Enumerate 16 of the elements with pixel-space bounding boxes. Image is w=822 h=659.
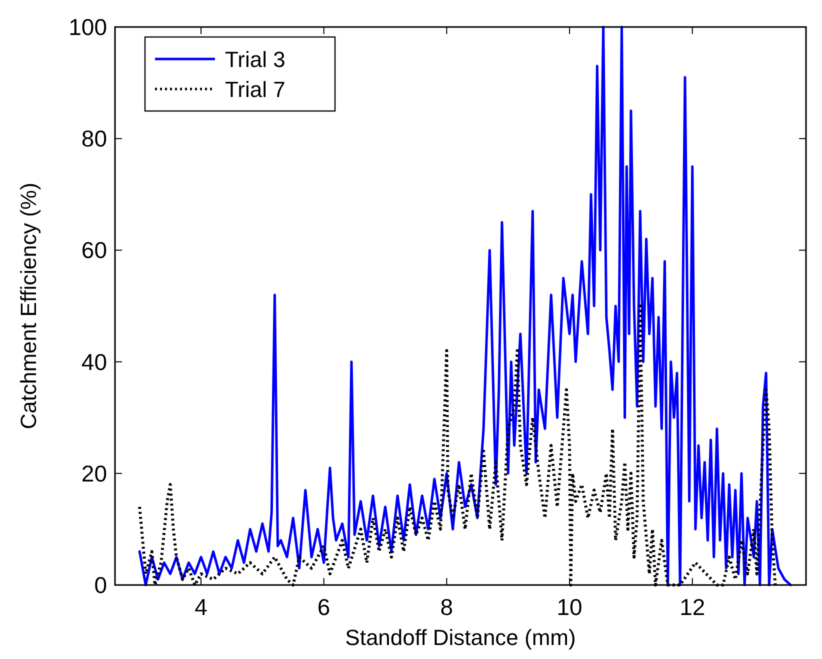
x-tick-label: 6 bbox=[317, 594, 330, 620]
legend-label: Trial 3 bbox=[225, 47, 286, 72]
x-tick-label: 10 bbox=[556, 594, 582, 620]
y-axis-title: Catchment Efficiency (%) bbox=[16, 182, 41, 430]
line-series bbox=[138, 26, 792, 586]
y-tick-label: 80 bbox=[81, 126, 107, 152]
y-tick-label: 60 bbox=[81, 237, 107, 264]
y-tick-label: 0 bbox=[94, 572, 107, 598]
x-tick-label: 12 bbox=[680, 594, 706, 620]
y-tick-label: 100 bbox=[68, 14, 107, 40]
x-axis-title: Standoff Distance (mm) bbox=[345, 625, 576, 650]
x-tick-label: 8 bbox=[440, 594, 454, 620]
y-tick-label: 20 bbox=[81, 460, 107, 486]
legend-label: Trial 7 bbox=[225, 77, 286, 102]
y-tick-label: 40 bbox=[81, 348, 107, 375]
x-tick-label: 4 bbox=[194, 594, 208, 620]
